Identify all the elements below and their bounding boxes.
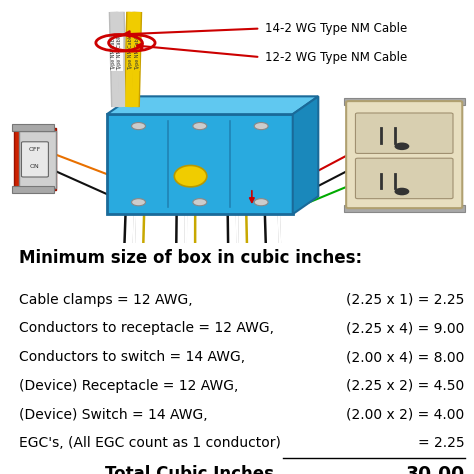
Text: 12-2 WG Type NM Cable: 12-2 WG Type NM Cable xyxy=(265,51,407,64)
FancyBboxPatch shape xyxy=(344,205,465,212)
Text: Conductors to receptacle = 12 AWG,: Conductors to receptacle = 12 AWG, xyxy=(18,321,273,335)
Text: (2.00 x 2) = 4.00: (2.00 x 2) = 4.00 xyxy=(346,408,465,422)
Ellipse shape xyxy=(174,165,207,187)
Text: Type NM Cable: Type NM Cable xyxy=(135,34,140,70)
Circle shape xyxy=(193,122,207,130)
Text: (2.25 x 4) = 9.00: (2.25 x 4) = 9.00 xyxy=(346,321,465,335)
Text: (2.25 x 2) = 4.50: (2.25 x 2) = 4.50 xyxy=(346,379,465,393)
Circle shape xyxy=(254,199,268,206)
Circle shape xyxy=(132,122,146,130)
Polygon shape xyxy=(293,96,319,214)
Text: = 2.25: = 2.25 xyxy=(418,437,465,450)
FancyBboxPatch shape xyxy=(356,158,453,199)
FancyBboxPatch shape xyxy=(344,98,465,105)
FancyBboxPatch shape xyxy=(356,113,453,154)
Text: 30.00: 30.00 xyxy=(405,465,465,474)
Text: (2.25 x 1) = 2.25: (2.25 x 1) = 2.25 xyxy=(346,292,465,307)
Text: (2.00 x 4) = 8.00: (2.00 x 4) = 8.00 xyxy=(346,350,465,364)
FancyBboxPatch shape xyxy=(12,185,54,193)
Text: Type NM Cable: Type NM Cable xyxy=(111,34,116,70)
Text: OFF: OFF xyxy=(29,147,41,152)
Text: (Device) Receptacle = 12 AWG,: (Device) Receptacle = 12 AWG, xyxy=(18,379,238,393)
FancyBboxPatch shape xyxy=(18,131,56,188)
Circle shape xyxy=(193,199,207,206)
Text: EGC's, (All EGC count as 1 conductor): EGC's, (All EGC count as 1 conductor) xyxy=(18,437,281,450)
FancyBboxPatch shape xyxy=(14,128,56,191)
FancyBboxPatch shape xyxy=(12,124,54,131)
Text: Type NM Cable: Type NM Cable xyxy=(128,34,134,70)
Circle shape xyxy=(132,199,146,206)
FancyBboxPatch shape xyxy=(346,101,462,208)
Text: (Device) Switch = 14 AWG,: (Device) Switch = 14 AWG, xyxy=(18,408,207,422)
Text: Conductors to switch = 14 AWG,: Conductors to switch = 14 AWG, xyxy=(18,350,245,364)
Text: 14-2 WG Type NM Cable: 14-2 WG Type NM Cable xyxy=(265,22,407,35)
Polygon shape xyxy=(107,96,319,114)
Text: Total Cubic Inches: Total Cubic Inches xyxy=(105,465,274,474)
Text: Cable clamps = 12 AWG,: Cable clamps = 12 AWG, xyxy=(18,292,192,307)
Text: ON: ON xyxy=(30,164,40,169)
Text: Type NM Cable: Type NM Cable xyxy=(118,34,122,70)
Circle shape xyxy=(394,143,410,150)
Circle shape xyxy=(254,122,268,130)
FancyBboxPatch shape xyxy=(21,142,48,177)
Text: Minimum size of box in cubic inches:: Minimum size of box in cubic inches: xyxy=(18,249,362,267)
FancyBboxPatch shape xyxy=(107,114,293,214)
Circle shape xyxy=(394,188,410,195)
